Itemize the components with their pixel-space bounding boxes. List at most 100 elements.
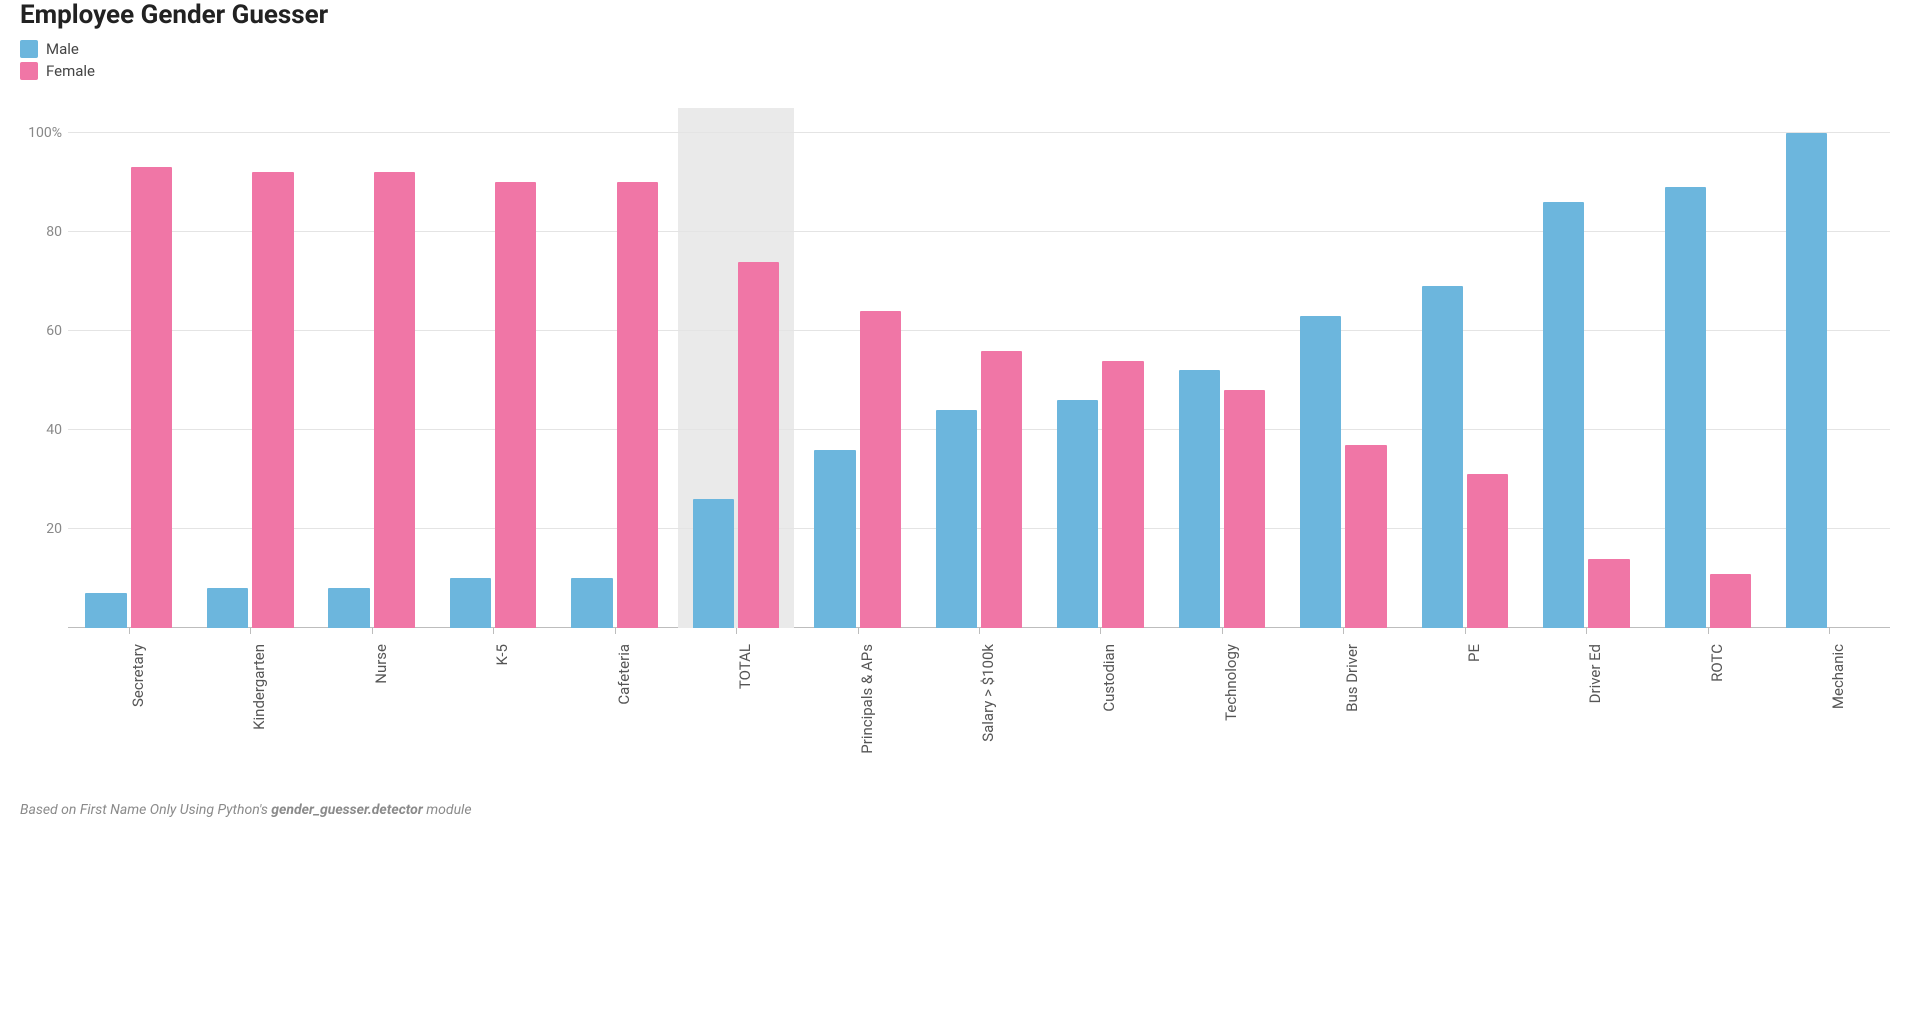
x-label-slot: Bus Driver [1283, 634, 1404, 794]
bar-female [981, 351, 1022, 628]
x-tick [493, 628, 494, 634]
x-label-slot: Cafeteria [554, 634, 675, 794]
chart-container: Employee Gender Guesser Male Female 2040… [20, 0, 1900, 818]
legend: Male Female [20, 40, 1900, 80]
x-label: Bus Driver [1343, 644, 1361, 712]
x-label-slot: Secretary [68, 634, 189, 794]
bar-male [1422, 286, 1463, 628]
bar-group [311, 108, 432, 628]
bar-female [252, 172, 293, 628]
bar-male [450, 578, 491, 628]
bar-female [131, 167, 172, 628]
bar-group [68, 108, 189, 628]
x-axis: Secretary Kindergarten Nurse K-5 Cafeteria TO… [68, 634, 1890, 794]
bar-group [1161, 108, 1282, 628]
x-label-slot: TOTAL [675, 634, 796, 794]
footnote-module: gender_guesser.detector [271, 802, 423, 818]
x-label-slot: Driver Ed [1526, 634, 1647, 794]
y-tick-label: 100% [20, 125, 62, 141]
x-label-slot: Principals & APs [797, 634, 918, 794]
bar-male [1665, 187, 1706, 628]
x-label: K-5 [493, 644, 511, 666]
bar-female [1102, 361, 1143, 628]
plot: 20406080100% [20, 108, 1900, 628]
bar-male [1057, 400, 1098, 628]
bar-group [554, 108, 675, 628]
bar-female [1710, 574, 1751, 628]
bar-group [797, 108, 918, 628]
bar-group [1404, 108, 1525, 628]
x-label-slot: Custodian [1040, 634, 1161, 794]
legend-swatch-male [20, 40, 38, 58]
x-tick [250, 628, 251, 634]
bar-female [495, 182, 536, 628]
x-tick [1343, 628, 1344, 634]
bar-female [1224, 390, 1265, 628]
bar-female [617, 182, 658, 628]
bar-group [189, 108, 310, 628]
x-tick [129, 628, 130, 634]
x-label: Technology [1222, 644, 1240, 721]
bar-group [432, 108, 553, 628]
gridline [68, 429, 1890, 430]
bar-group [1647, 108, 1768, 628]
bar-group [1769, 108, 1890, 628]
bar-female [1467, 474, 1508, 628]
chart-title: Employee Gender Guesser [20, 0, 1900, 30]
x-label-slot: PE [1404, 634, 1525, 794]
x-label: Mechanic [1829, 644, 1847, 709]
legend-swatch-female [20, 62, 38, 80]
x-label-slot: Mechanic [1769, 634, 1890, 794]
plot-area [68, 108, 1890, 628]
x-label-slot: K-5 [432, 634, 553, 794]
legend-item-female: Female [20, 62, 1900, 80]
x-tick [1586, 628, 1587, 634]
x-label: Principals & APs [858, 644, 876, 754]
x-label: Salary > $100k [979, 644, 997, 742]
y-tick-label: 60 [20, 323, 62, 339]
x-tick [736, 628, 737, 634]
bar-group [1526, 108, 1647, 628]
x-label: Nurse [372, 644, 390, 684]
x-label-slot: Nurse [311, 634, 432, 794]
gridline [68, 132, 1890, 133]
x-label: TOTAL [736, 644, 754, 689]
bar-male [936, 410, 977, 628]
legend-item-male: Male [20, 40, 1900, 58]
legend-label-female: Female [46, 62, 95, 80]
bar-female [374, 172, 415, 628]
bar-male [207, 588, 248, 628]
x-tick [372, 628, 373, 634]
x-label-slot: Kindergarten [189, 634, 310, 794]
bar-group [918, 108, 1039, 628]
x-label: Secretary [129, 644, 147, 707]
bar-female [1588, 559, 1629, 628]
bar-male [1300, 316, 1341, 628]
x-tick [1708, 628, 1709, 634]
y-tick-label: 20 [20, 521, 62, 537]
x-tick [858, 628, 859, 634]
bar-groups [68, 108, 1890, 628]
x-label: Cafeteria [615, 644, 633, 705]
x-tick [1100, 628, 1101, 634]
x-label: PE [1465, 644, 1483, 662]
x-label: ROTC [1708, 644, 1726, 682]
footnote-prefix: Based on First Name Only Using Python's [20, 802, 271, 818]
bar-female [738, 262, 779, 628]
bar-male [693, 499, 734, 628]
x-tick [1829, 628, 1830, 634]
x-label: Kindergarten [250, 644, 268, 730]
x-label-slot: ROTC [1647, 634, 1768, 794]
x-label-slot: Technology [1161, 634, 1282, 794]
gridline [68, 528, 1890, 529]
x-label: Custodian [1100, 644, 1118, 712]
x-label-slot: Salary > $100k [918, 634, 1039, 794]
bar-male [85, 593, 126, 628]
y-tick-label: 80 [20, 224, 62, 240]
y-axis: 20406080100% [20, 108, 68, 628]
footnote: Based on First Name Only Using Python's … [20, 802, 1900, 818]
x-tick [1222, 628, 1223, 634]
bar-male [571, 578, 612, 628]
bar-group [675, 108, 796, 628]
footnote-suffix: module [423, 802, 472, 818]
